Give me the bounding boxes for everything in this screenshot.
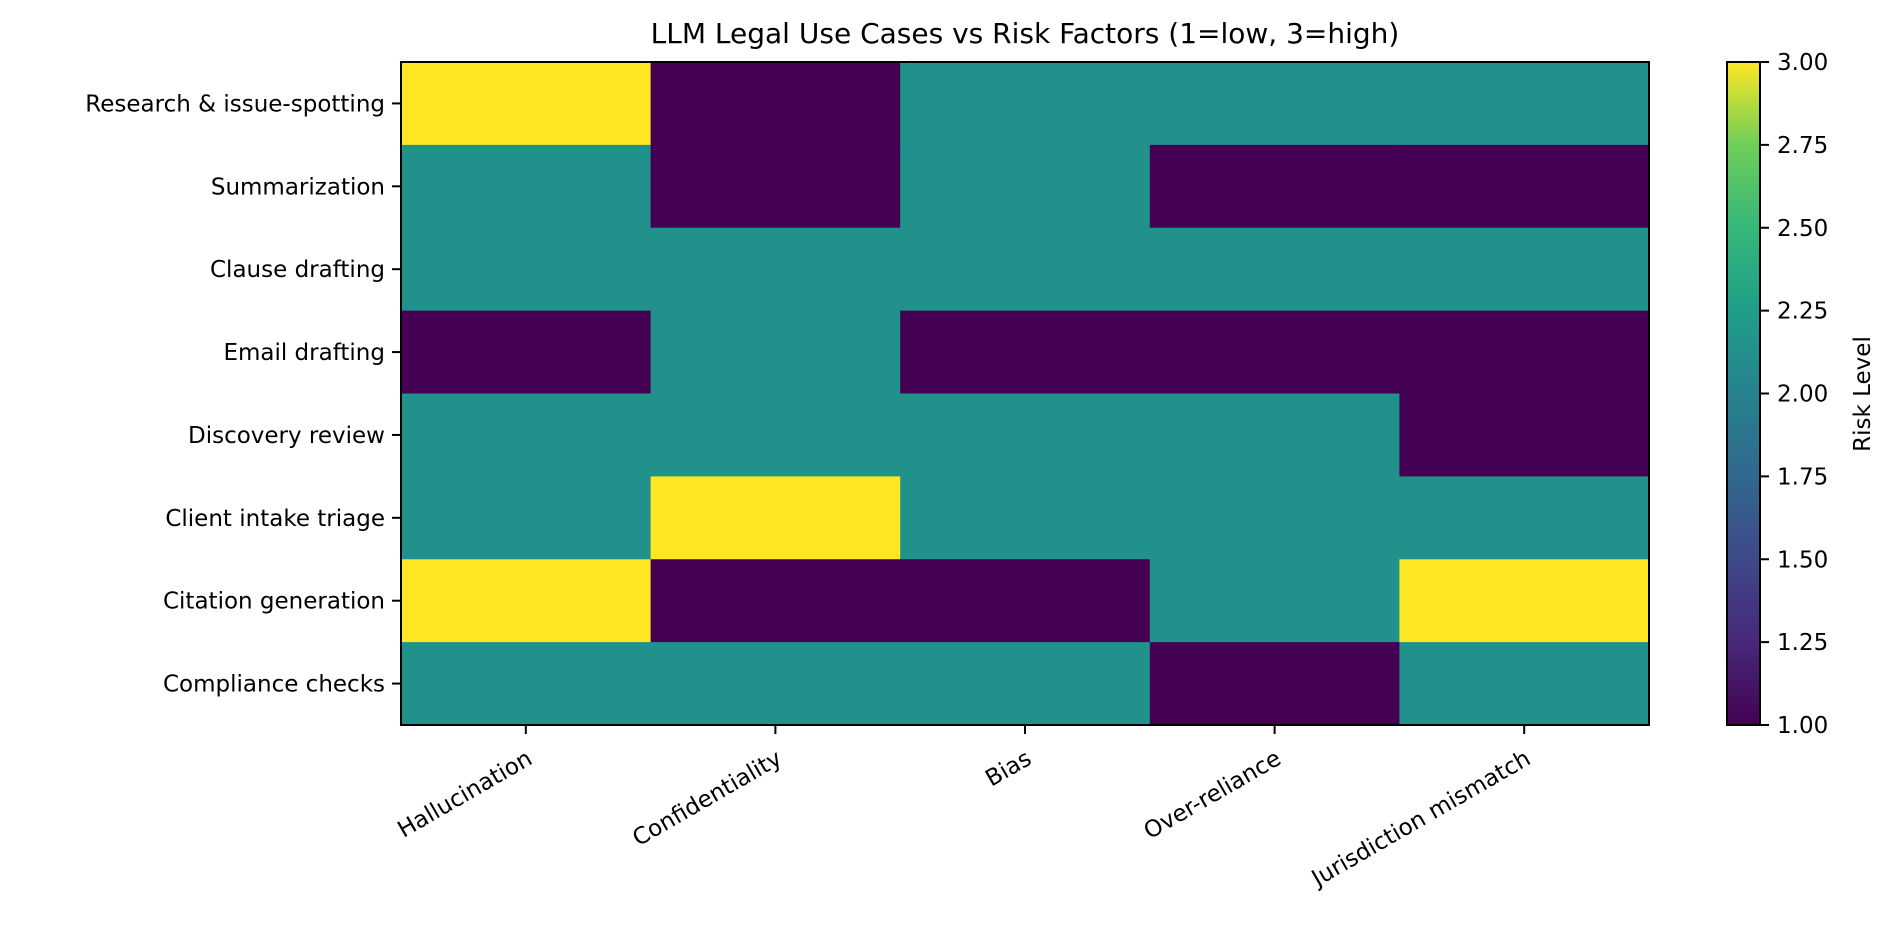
colorbar-label: Risk Level xyxy=(1850,336,1876,452)
y-tick-label: Research & issue-spotting xyxy=(85,91,385,117)
colorbar-tick-label: 2.50 xyxy=(1777,216,1828,242)
heatmap-cell xyxy=(401,476,652,560)
heatmap-cell xyxy=(650,144,901,229)
heatmap-cell xyxy=(900,310,1151,395)
heatmap-cell xyxy=(900,559,1151,643)
colorbar xyxy=(1726,61,1761,726)
heatmap-cell xyxy=(650,393,901,477)
y-tick-label: Discovery review xyxy=(188,423,385,449)
chart-title: LLM Legal Use Cases vs Risk Factors (1=l… xyxy=(651,17,1400,50)
y-tick-label: Client intake triage xyxy=(165,506,385,532)
colorbar-ticks: 1.00 1.25 1.50 1.75 2.00 2.25 2.50 2.75 3.00 xyxy=(1760,50,1828,739)
heatmap-cell xyxy=(650,310,901,395)
y-tick-label: Compliance checks xyxy=(163,672,385,698)
colorbar-tick-label: 1.25 xyxy=(1777,630,1828,656)
heatmap-cell xyxy=(401,144,652,229)
heatmap-cell xyxy=(900,144,1151,229)
y-axis-ticks: Research & issue-spotting Summarization Cl… xyxy=(85,91,401,698)
heatmap-cell xyxy=(401,559,652,643)
heatmap-cell xyxy=(1149,144,1400,229)
colorbar-tick-label: 2.00 xyxy=(1777,382,1828,408)
x-tick-label: Bias xyxy=(981,746,1036,793)
y-tick-label: Citation generation xyxy=(163,589,385,615)
heatmap-cell xyxy=(1399,62,1650,146)
heatmap-cell xyxy=(650,62,901,146)
heatmap-cell xyxy=(1399,476,1650,560)
x-tick-label: Confidentiality xyxy=(628,746,786,852)
y-tick-label: Email drafting xyxy=(223,340,385,366)
heatmap-cell xyxy=(1399,393,1650,477)
y-tick-label: Summarization xyxy=(211,174,385,200)
heatmap-cell xyxy=(1149,62,1400,146)
heatmap-cell xyxy=(1149,393,1400,477)
x-tick-label: Jurisdiction mismatch xyxy=(1306,746,1535,893)
heatmap-cell xyxy=(900,642,1151,726)
heatmap-cell xyxy=(401,642,652,726)
heatmap-cell xyxy=(900,227,1151,312)
heatmap-cell xyxy=(1149,227,1400,312)
heatmap-cell xyxy=(401,62,652,146)
heatmap-cell xyxy=(1399,144,1650,229)
colorbar-tick-label: 1.75 xyxy=(1777,464,1828,490)
heatmap-cell xyxy=(650,559,901,643)
heatmap-cell xyxy=(1399,642,1650,726)
heatmap-cell xyxy=(650,642,901,726)
heatmap-cell xyxy=(1399,227,1650,312)
colorbar-tick-label: 1.00 xyxy=(1777,713,1828,739)
x-tick-label: Over-reliance xyxy=(1140,746,1286,845)
heatmap-cell xyxy=(1399,559,1650,643)
colorbar-tick-label: 3.00 xyxy=(1777,50,1828,76)
heatmap-cells xyxy=(401,62,1650,726)
heatmap-cell xyxy=(1149,642,1400,726)
heatmap-cell xyxy=(1149,476,1400,560)
x-tick-label: Hallucination xyxy=(393,746,536,844)
heatmap-cell xyxy=(900,62,1151,146)
heatmap-cell xyxy=(900,393,1151,477)
heatmap-cell xyxy=(900,476,1151,560)
heatmap-cell xyxy=(1399,310,1650,395)
heatmap-cell xyxy=(401,310,652,395)
heatmap-cell xyxy=(401,393,652,477)
heatmap-cell xyxy=(1149,310,1400,395)
heatmap-cell xyxy=(401,227,652,312)
colorbar-tick-label: 1.50 xyxy=(1777,547,1828,573)
colorbar-tick-label: 2.75 xyxy=(1777,133,1828,159)
heatmap-cell xyxy=(650,476,901,560)
colorbar-tick-label: 2.25 xyxy=(1777,299,1828,325)
heatmap-cell xyxy=(1149,559,1400,643)
y-tick-label: Clause drafting xyxy=(210,257,385,283)
heatmap-cell xyxy=(650,227,901,312)
x-axis-ticks: Hallucination Confidentiality Bias Over-rel… xyxy=(393,725,1535,893)
